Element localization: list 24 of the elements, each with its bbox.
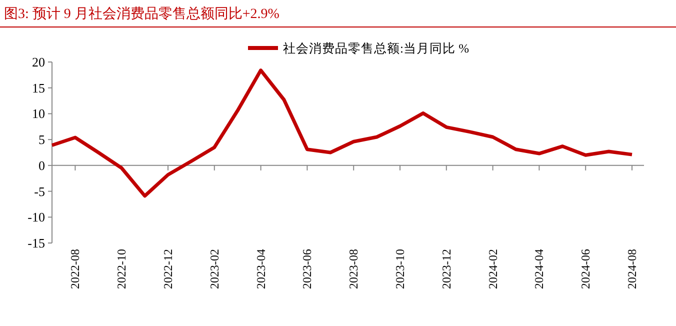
x-tick-label: 2023-04 bbox=[254, 249, 268, 289]
x-tick-label: 2024-06 bbox=[578, 249, 593, 289]
y-tick-label: 15 bbox=[32, 80, 45, 96]
x-tick-label: 2023-10 bbox=[393, 249, 407, 289]
x-tick-label: 2023-06 bbox=[300, 249, 314, 289]
y-tick-label: -5 bbox=[34, 184, 45, 199]
y-tick-label: 0 bbox=[38, 158, 45, 173]
x-tick-label: 2024-02 bbox=[486, 249, 500, 289]
x-tick-label: 2022-12 bbox=[161, 249, 175, 289]
x-tick-label: 2023-02 bbox=[207, 249, 222, 289]
x-tick-label: 2024-08 bbox=[625, 249, 639, 289]
x-tick-label: 2023-12 bbox=[439, 249, 454, 289]
chart-title: 图3: 预计 9 月社会消费品零售总额同比+2.9% bbox=[4, 6, 280, 22]
y-tick-label: 10 bbox=[32, 106, 45, 122]
legend-label: 社会消费品零售总额:当月同比 % bbox=[283, 42, 470, 56]
x-tick-label: 2024-04 bbox=[532, 249, 546, 289]
y-tick-label: -10 bbox=[28, 210, 45, 225]
y-tick-label: 5 bbox=[38, 132, 45, 148]
y-tick-label: 20 bbox=[32, 54, 45, 70]
line-series bbox=[50, 68, 634, 198]
x-tick-label: 2023-08 bbox=[346, 249, 361, 289]
x-tick-label: 2022-08 bbox=[68, 249, 82, 289]
y-tick-label: -15 bbox=[28, 236, 45, 250]
x-tick-label: 2022-10 bbox=[114, 249, 129, 289]
